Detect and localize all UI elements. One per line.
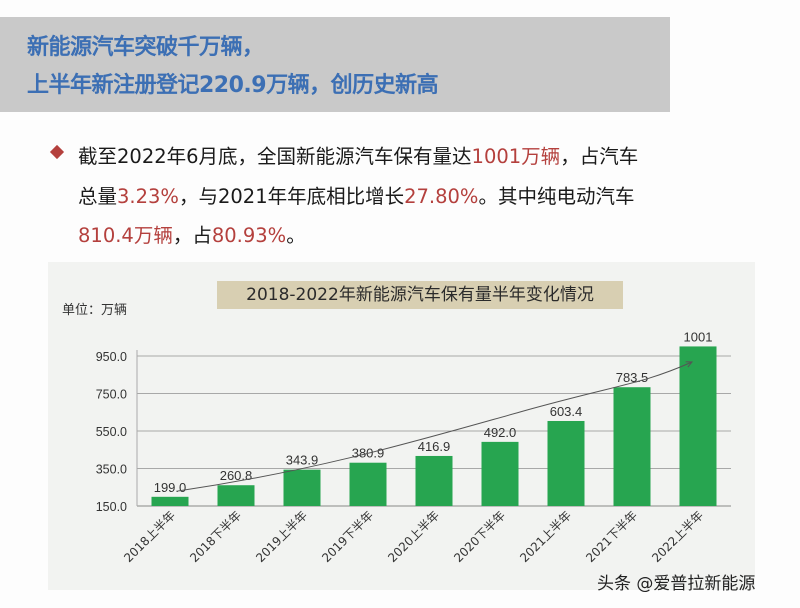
highlight: 1001万辆 [471, 145, 561, 168]
bar [151, 496, 189, 506]
highlight: 810.4万辆 [78, 224, 173, 247]
text: ，占汽车 [560, 145, 639, 168]
header-title-line1: 新能源汽车突破千万辆， [27, 35, 264, 60]
x-tick-label: 2020下半年 [451, 508, 508, 565]
data-label: 603.4 [550, 404, 583, 419]
x-tick-label: 2021下半年 [583, 508, 640, 565]
bar [415, 455, 453, 506]
bar [217, 485, 255, 506]
bar [679, 346, 717, 506]
y-tick-label: 350.0 [96, 463, 127, 477]
paragraph-line-3: 810.4万辆，占80.93%。 [78, 219, 306, 248]
text: ，与2021年年底相比增长 [178, 185, 405, 208]
y-tick-label: 950.0 [96, 350, 127, 364]
text: 总量 [78, 185, 118, 208]
y-tick-label: 750.0 [96, 388, 127, 402]
x-tick-label: 2020上半年 [385, 508, 442, 565]
y-axis-unit-label: 单位：万辆 [62, 303, 128, 318]
header-banner: 新能源汽车突破千万辆， 上半年新注册登记220.9万辆，创历史新高 [0, 17, 670, 112]
x-tick-label: 2021上半年 [517, 508, 574, 565]
trend-arrow [177, 362, 692, 492]
bar [613, 387, 651, 506]
x-tick-label: 2018上半年 [121, 508, 178, 565]
chart-title: 2018-2022年新能源汽车保有量半年变化情况 [217, 281, 623, 309]
data-label: 492.0 [484, 425, 517, 440]
bar [481, 441, 519, 506]
x-tick-label: 2018下半年 [187, 508, 244, 565]
data-label: 783.5 [616, 370, 649, 385]
bar [349, 462, 387, 506]
data-label: 416.9 [418, 439, 451, 454]
data-label: 260.8 [220, 468, 253, 483]
bar [547, 420, 585, 506]
x-tick-label: 2019下半年 [319, 508, 376, 565]
text: 截至2022年6月底，全国新能源汽车保有量达 [78, 145, 472, 168]
paragraph-line-2: 总量3.23%，与2021年年底相比增长27.80%。其中纯电动汽车 [78, 180, 634, 209]
highlight: 3.23% [117, 185, 179, 208]
data-label: 199.0 [154, 480, 187, 495]
x-tick-label: 2022上半年 [649, 508, 706, 565]
text: ，占 [172, 224, 212, 247]
text: 。其中纯电动汽车 [478, 185, 635, 208]
paragraph-line-1: 截至2022年6月底，全国新能源汽车保有量达1001万辆，占汽车 [78, 140, 638, 169]
text: 。 [286, 224, 306, 247]
highlight: 80.93% [211, 224, 287, 247]
data-label: 343.9 [286, 453, 319, 468]
bar [283, 469, 321, 506]
header-title-line2: 上半年新注册登记220.9万辆，创历史新高 [27, 73, 439, 98]
watermark-text: 头条 @爱普拉新能源 [597, 574, 756, 594]
y-tick-label: 550.0 [96, 425, 127, 439]
data-label: 1001 [684, 329, 713, 344]
highlight: 27.80% [404, 185, 479, 208]
x-tick-label: 2019上半年 [253, 508, 310, 565]
y-tick-label: 150.0 [96, 500, 127, 514]
